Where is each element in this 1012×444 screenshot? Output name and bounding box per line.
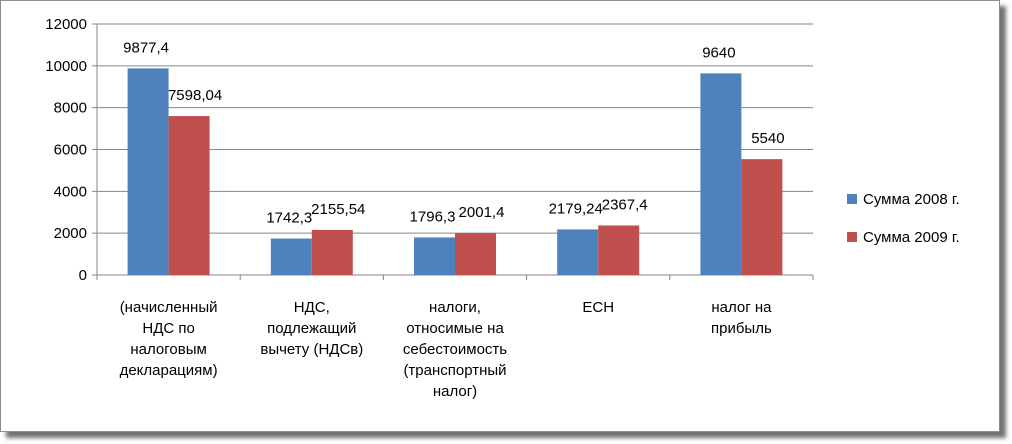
bar <box>168 116 210 275</box>
bar-chart: 0 2000 4000 6000 8000 10000 12000 9877,4 7598,0… <box>45 16 960 400</box>
data-label: 2155,54 <box>311 201 365 218</box>
y-tick-label: 2000 <box>54 225 87 242</box>
data-label: 2179,24 <box>549 200 603 217</box>
chart-frame: 0 2000 4000 6000 8000 10000 12000 9877,4 7598,0… <box>0 0 1000 432</box>
category-label: НДС, подлежащий вычету (НДСв) <box>260 299 363 358</box>
legend-label: Сумма 2008 г. <box>863 191 960 208</box>
bar <box>598 225 640 275</box>
bar <box>270 238 312 275</box>
y-tick-label: 12000 <box>45 16 87 33</box>
legend-swatch <box>847 194 857 204</box>
data-label: 1796,3 <box>410 208 456 225</box>
bar <box>700 73 742 275</box>
y-tick-label: 10000 <box>45 58 87 75</box>
legend-label: Сумма 2009 г. <box>863 229 960 246</box>
legend-swatch <box>847 232 857 242</box>
category-label: налог на прибыль <box>711 299 772 337</box>
bar <box>455 233 496 275</box>
bar <box>127 68 169 275</box>
legend: Сумма 2008 г. Сумма 2009 г. <box>847 191 960 246</box>
bar <box>557 229 599 275</box>
bar <box>311 229 353 275</box>
category-label: ЕСН <box>582 299 614 316</box>
y-tick-label: 0 <box>79 267 87 284</box>
category-labels: (начисленный НДС по налоговым декларациям) Н… <box>120 299 773 400</box>
gridlines <box>97 23 813 234</box>
data-label: 2367,4 <box>602 196 648 213</box>
bar <box>741 159 783 275</box>
y-tick-label: 8000 <box>54 100 87 117</box>
data-label: 9640 <box>702 44 735 61</box>
y-tick-label: 4000 <box>54 183 87 200</box>
bars <box>127 68 783 275</box>
y-tick-label: 6000 <box>54 142 87 159</box>
data-label: 7598,04 <box>168 87 222 104</box>
data-label: 5540 <box>751 130 784 147</box>
data-label: 2001,4 <box>459 204 505 221</box>
bar <box>414 237 455 275</box>
category-label: (начисленный НДС по налоговым декларациям) <box>120 299 218 379</box>
data-label: 1742,3 <box>266 210 312 227</box>
data-label: 9877,4 <box>123 39 169 56</box>
category-label: налоги, относимые на себестоимость (транспо… <box>403 299 507 400</box>
